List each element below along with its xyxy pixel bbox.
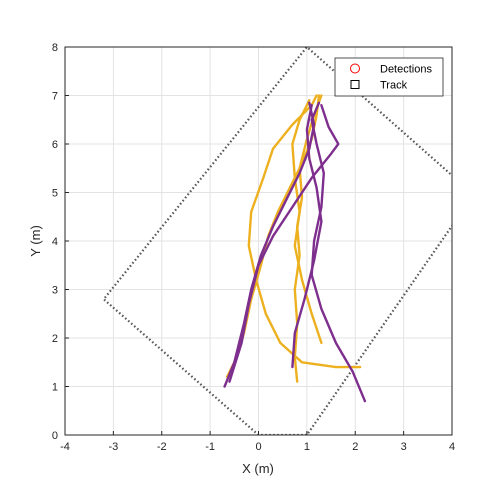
legend-track-marker: [350, 80, 360, 89]
y-tick-label: 0: [52, 430, 58, 442]
legend-detections-marker: [350, 63, 360, 74]
y-tick-label: 3: [52, 285, 58, 297]
legend-detections-label: Detections: [380, 64, 432, 76]
legend: Detections Track: [334, 57, 444, 97]
x-axis-ticks: -4 -3 -2 -1 0 1 2 3 4: [60, 431, 455, 453]
y-axis-label: Y (m): [28, 225, 43, 257]
y-tick-label: 7: [52, 91, 58, 103]
x-tick-label: 0: [255, 441, 261, 453]
x-tick-label: -4: [60, 441, 70, 453]
y-tick-label: 2: [52, 333, 58, 345]
track-line-7: [291, 103, 323, 369]
x-tick-label: 2: [352, 441, 358, 453]
y-tick-label: 5: [52, 188, 58, 200]
y-axis-ticks: 0 1 2 3 4 5 6 7 8: [52, 42, 69, 442]
x-tick-label: 1: [304, 441, 310, 453]
track-line-8: [228, 103, 340, 383]
x-tick-label: -3: [108, 441, 118, 453]
y-tick-label: 8: [52, 42, 58, 54]
x-tick-label: -2: [157, 441, 167, 453]
x-axis-label: X (m): [242, 461, 274, 476]
track-line-3: [247, 94, 362, 369]
track-line-4: [291, 99, 323, 345]
legend-track-label: Track: [380, 80, 408, 92]
y-tick-label: 6: [52, 139, 58, 151]
track-series-group: [223, 94, 367, 403]
x-tick-label: 4: [449, 441, 455, 453]
x-tick-label: -1: [205, 441, 215, 453]
y-tick-label: 4: [52, 236, 58, 248]
y-tick-label: 1: [52, 382, 58, 394]
track-line-6: [310, 101, 367, 403]
x-tick-label: 3: [401, 441, 407, 453]
track-line-5: [223, 101, 316, 388]
